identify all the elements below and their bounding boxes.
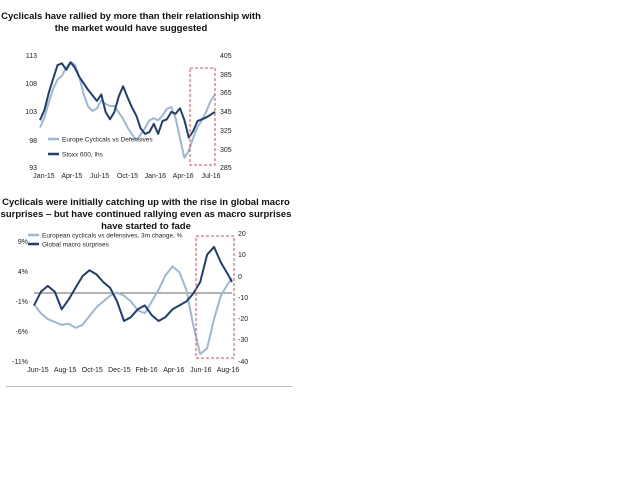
chart1-x-label: Jul-16 (201, 173, 220, 180)
chart2-x-label: Jun-16 (190, 367, 212, 374)
chart2-right-tick: -40 (238, 359, 248, 366)
bottom-divider (6, 386, 292, 387)
chart2-x-label: Dec-15 (108, 367, 131, 374)
chart2-left-tick: -11% (12, 359, 28, 366)
chart1-left-tick: 93 (29, 165, 37, 172)
chart2-left-tick: 9% (18, 239, 28, 246)
chart1-left-tick: 103 (25, 109, 37, 116)
chart2-left-tick: -1% (16, 299, 28, 306)
chart1-x-label: Apr-16 (173, 173, 194, 180)
chart1-right-tick: 405 (220, 53, 232, 60)
chart2-right-tick: 20 (238, 231, 246, 238)
chart2-right-tick: -30 (238, 337, 248, 344)
chart1-left-tick: 113 (26, 53, 37, 60)
chart1-left-tick: 98 (29, 138, 37, 145)
chart1-title: Cyclicals have rallied by more than thei… (1, 11, 261, 34)
chart2-left-tick: -6% (16, 329, 28, 336)
chart2-legend-label-2: Global macro surprises (42, 242, 110, 249)
chart2-x-label: Feb-16 (135, 367, 157, 374)
chart2-x-label: Apr-16 (163, 367, 184, 374)
chart2-title: Cyclicals were initially catching up wit… (0, 197, 292, 232)
chart1-x-label: Jul-15 (90, 173, 109, 180)
chart2-x-label: Aug-16 (217, 367, 240, 374)
chart2-right-tick: 10 (238, 252, 246, 259)
chart1-right-tick: 365 (220, 90, 232, 97)
chart1-left-tick: 108 (25, 81, 37, 88)
chart1-right-tick: 345 (220, 109, 232, 116)
chart1-x-label: Jan-16 (145, 173, 167, 180)
chart1-right-tick: 385 (220, 72, 232, 79)
chart2-x-label: Oct-15 (82, 367, 103, 374)
chart1-x-label: Apr-15 (61, 173, 82, 180)
chart1-legend-label-1: Europe Cyclicals vs Defensives (62, 137, 153, 144)
chart1-x-label: Jan-15 (33, 173, 55, 180)
chart1-x-label: Oct-15 (117, 173, 138, 180)
chart2-highlight-box (195, 235, 235, 359)
chart2-x-label: Aug-15 (54, 367, 77, 374)
chart1-legend-label-2: Stoxx 600, lhs (62, 152, 104, 159)
chart1-right-tick: 325 (220, 128, 232, 135)
chart2-legend-label-1: European cyclicals vs defensives, 3m cha… (42, 233, 183, 240)
chart2-series-1-line (33, 265, 233, 356)
chart1-highlight-box (189, 67, 216, 166)
chart2-series-2-line (33, 245, 233, 322)
chart1-right-tick: 285 (220, 165, 232, 172)
chart2-left-tick: 4% (18, 269, 28, 276)
chart1-series-2-line (39, 61, 216, 139)
chart2-right-tick: 0 (238, 274, 242, 281)
chart1-right-tick: 305 (220, 147, 232, 154)
chart2-right-tick: -10 (238, 295, 248, 302)
chart2-x-label: Jun-15 (27, 367, 49, 374)
chart2-right-tick: -20 (238, 316, 248, 323)
